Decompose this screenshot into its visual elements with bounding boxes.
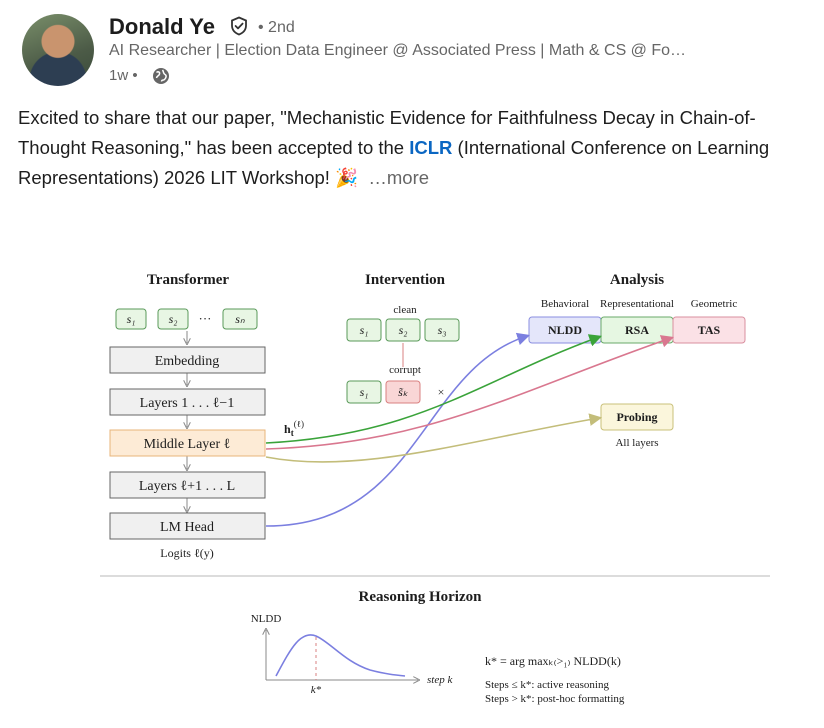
category-behavioral: Behavioral: [541, 298, 589, 310]
transformer-title: Transformer: [147, 272, 230, 288]
horizon-rule-active: Steps ≤ k*: active reasoning: [485, 679, 609, 691]
horizon-curve: [275, 634, 406, 677]
author-name[interactable]: Donald Ye: [109, 14, 215, 39]
corrupt-x-mark: ×: [438, 385, 445, 399]
flow-curve-probing: [265, 413, 603, 463]
layer-embedding-label: Embedding: [155, 354, 220, 369]
token-ellipsis: ···: [199, 311, 212, 326]
flow-curve-nldd: [265, 332, 531, 527]
post-text: Excited to share that our paper, "Mechan…: [18, 103, 808, 193]
connection-degree: • 2nd: [258, 19, 295, 36]
clean-token-s1: s₁: [360, 323, 369, 337]
layer-embedding: [109, 346, 266, 374]
author-avatar[interactable]: [22, 14, 94, 86]
logits-label: Logits ℓ(y): [160, 546, 213, 560]
clean-token-s3: s₃: [438, 323, 447, 337]
token-s2: s₂: [169, 312, 178, 326]
corrupt-token-s1: s₁: [360, 385, 369, 399]
category-representational: Representational: [600, 298, 674, 310]
layer-lmhead-label: LM Head: [160, 520, 214, 535]
intervention-title: Intervention: [365, 272, 446, 288]
horizon-formula: k* = arg maxₖ₍>₁₎ NLDD(k): [485, 654, 621, 668]
tas-label: TAS: [698, 323, 721, 337]
clean-token-box: [424, 318, 460, 342]
horizon-rule-posthoc: Steps > k*: post-hoc formatting: [485, 693, 625, 705]
layer-late: [109, 471, 266, 499]
hidden-state-sup: (ℓ): [294, 419, 304, 429]
layer-lmhead: [109, 512, 266, 540]
tas-box: [672, 316, 746, 344]
horizon-ylabel: NLDD: [251, 613, 282, 625]
horizon-xlabel: step k: [427, 674, 453, 686]
post-body-start: Excited to share that our paper, "Mechan…: [18, 107, 756, 158]
layer-middle: [109, 429, 266, 457]
hidden-state-symbol: h: [284, 422, 291, 436]
clean-label: clean: [393, 304, 417, 316]
corrupt-token-box: [385, 380, 421, 404]
nldd-label: NLDD: [548, 323, 582, 337]
hidden-state-sub: t: [291, 428, 294, 438]
layer-early-label: Layers 1 . . . ℓ−1: [140, 396, 235, 411]
token-box: [157, 308, 189, 330]
token-box: [222, 308, 258, 330]
verified-shield-icon: [231, 16, 247, 36]
token-s1: s₁: [127, 312, 136, 326]
corrupt-token-box: [346, 380, 382, 404]
author-headline: AI Researcher | Election Data Engineer @…: [109, 42, 687, 59]
corrupt-label: corrupt: [389, 364, 421, 376]
post-body-end: (International Conference on Learning Re…: [18, 137, 770, 188]
horizon-title: Reasoning Horizon: [359, 589, 483, 605]
category-geometric: Geometric: [691, 298, 738, 310]
probing-note: All layers: [615, 437, 658, 449]
hashtag-link[interactable]: ICLR: [409, 137, 453, 158]
layer-late-label: Layers ℓ+1 . . . L: [139, 479, 235, 494]
corrupt-token-sk: s̃ₖ: [398, 385, 409, 399]
see-more-link[interactable]: …more: [368, 167, 430, 188]
layer-early: [109, 388, 266, 416]
flow-curve-tas: [265, 335, 675, 450]
hidden-state-label: ht(ℓ): [284, 419, 304, 438]
token-box: [115, 308, 147, 330]
rsa-label: RSA: [625, 323, 649, 337]
token-sn: sₙ: [235, 312, 245, 326]
probing-label: Probing: [616, 410, 657, 424]
paper-figure[interactable]: Transformer s₁ s₂ ··· sₙ Embedding Layer…: [0, 230, 824, 728]
globe-icon: [153, 68, 169, 84]
analysis-title: Analysis: [610, 272, 664, 288]
flow-curve-rsa: [265, 334, 603, 444]
clean-token-box: [385, 318, 421, 342]
post-time: 1w •: [109, 67, 138, 84]
layer-middle-label: Middle Layer ℓ: [144, 437, 231, 452]
horizon-peak-label: k*: [311, 684, 322, 696]
clean-token-s2: s₂: [399, 323, 408, 337]
clean-token-box: [346, 318, 382, 342]
